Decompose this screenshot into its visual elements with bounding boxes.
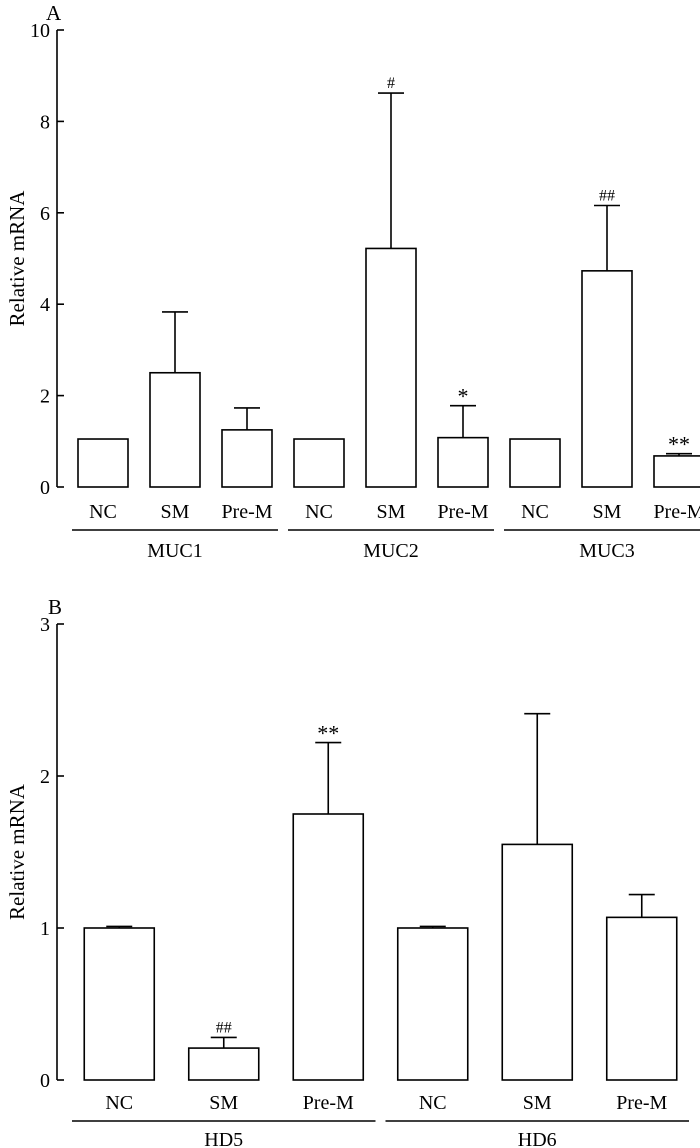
bar [501,843,574,1081]
significance-annotation: ** [317,721,339,746]
y-tick-label: 0 [40,477,50,499]
y-tick-label: 0 [40,1070,50,1092]
y-tick-label: 2 [40,386,50,408]
y-tick-label: 8 [40,111,50,133]
group-label: HD5 [204,1129,243,1148]
bar [221,429,273,488]
x-tick-label: SM [377,501,406,523]
group-label: HD6 [518,1129,557,1148]
group-label: MUC1 [147,540,203,562]
group-label: MUC3 [579,540,635,562]
y-tick-label: 10 [30,20,50,42]
x-tick-label: Pre-M [221,501,272,523]
significance-annotation: # [387,75,395,92]
x-tick-label: SM [161,501,190,523]
y-tick-label: 6 [40,203,50,225]
x-tick-label: Pre-M [653,501,700,523]
bar [605,916,678,1081]
significance-annotation: ## [599,187,615,204]
bar [653,455,700,488]
significance-annotation: ## [216,1019,232,1036]
y-tick-label: 1 [40,918,50,940]
panel-label: B [48,595,62,619]
bar [365,247,417,488]
y-tick-label: 2 [40,766,50,788]
significance-annotation: * [458,384,469,409]
bar [187,1047,260,1081]
bar [149,371,201,488]
x-tick-label: NC [305,501,333,523]
x-tick-label: Pre-M [303,1092,354,1114]
x-tick-label: SM [209,1092,238,1114]
group-label: MUC2 [363,540,419,562]
x-tick-label: NC [89,501,117,523]
x-tick-label: NC [419,1092,447,1114]
x-tick-label: SM [593,501,622,523]
x-tick-label: SM [523,1092,552,1114]
x-tick-label: Pre-M [437,501,488,523]
bar [581,270,633,488]
bar [509,438,561,488]
panel-b: B 0 1 2 3 Relative mRNA NC ## SM ** Pre-M NC SM Pre-M… [5,595,689,1148]
bar [293,438,345,488]
y-tick-label: 3 [40,614,50,636]
panel-label: A [46,1,62,25]
x-tick-label: Pre-M [616,1092,667,1114]
panel-a: A 0 2 4 6 8 10 Relative mRNA NC SM Pre-M NC # SM * Pre-… [5,1,700,562]
bar [292,813,365,1081]
bar [83,927,156,1081]
significance-annotation: ** [668,432,690,457]
y-tick-label: 4 [40,294,50,316]
bar [396,927,469,1081]
bar [77,438,129,488]
y-axis-label: Relative mRNA [5,783,29,920]
x-tick-label: NC [521,501,549,523]
bar [437,436,489,488]
x-tick-label: NC [105,1092,133,1114]
y-axis-label: Relative mRNA [5,190,29,327]
